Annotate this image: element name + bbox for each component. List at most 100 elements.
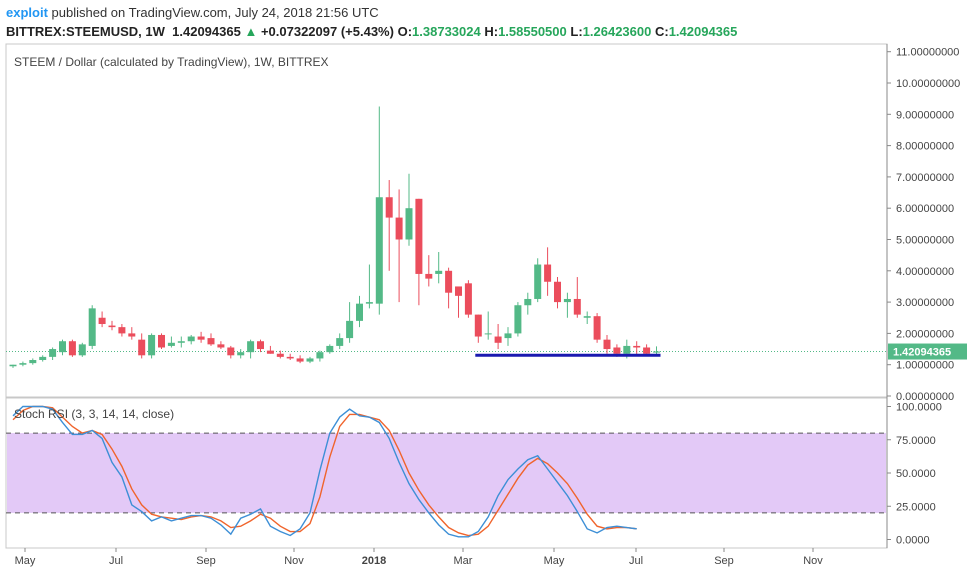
low-label: L: [570, 24, 583, 39]
candle-body [167, 342, 175, 346]
last-price-tag-label: 1.42094365 [893, 347, 951, 359]
price-tick-label: 4.00000000 [896, 266, 954, 278]
time-tick-label: Nov [284, 555, 304, 567]
candle-body [385, 197, 393, 218]
symbol-label: BITTREX:STEEMUSD, 1W [6, 24, 165, 39]
stoch-tick-label: 25.0000 [896, 501, 936, 513]
candle-body [395, 217, 403, 240]
stoch-d-line [12, 405, 637, 537]
open-value: 1.38733024 [412, 24, 481, 39]
price-chart-title: STEEM / Dollar (calculated by TradingVie… [14, 55, 329, 69]
open-label: O: [397, 24, 413, 39]
candle-body [39, 356, 47, 361]
candle-body [306, 358, 314, 362]
candle-body [603, 339, 611, 350]
time-tick-label: May [544, 555, 565, 567]
candle-body [138, 339, 146, 356]
time-tick-label: Sep [196, 555, 216, 567]
candle-body [237, 352, 245, 356]
candle-body [9, 364, 17, 367]
candle-body [158, 334, 165, 348]
stoch-tick-label: 100.0000 [896, 402, 942, 414]
candle-body [563, 298, 571, 303]
candle-body [29, 360, 37, 364]
time-tick-label: Sep [714, 555, 734, 567]
time-tick-label: Mar [454, 555, 473, 567]
candle-body [217, 344, 225, 348]
stoch-chart-title: Stoch RSI (3, 3, 14, 14, close) [14, 407, 174, 421]
candle-body [504, 333, 512, 339]
stoch-tick-label: 50.0000 [896, 468, 936, 480]
price-tick-label: 8.00000000 [896, 141, 954, 153]
time-tick-label: May [15, 555, 36, 567]
candle-body [573, 298, 581, 315]
high-label: H: [484, 24, 499, 39]
candle-body [59, 341, 66, 353]
candle-body [88, 308, 96, 346]
candle-body [494, 336, 502, 343]
close-label: C: [654, 24, 669, 39]
time-tick-label: Jul [109, 555, 123, 567]
candle-body [356, 303, 363, 321]
candle-body [187, 336, 195, 342]
candle-body [276, 353, 284, 357]
candle-body [148, 334, 156, 356]
price-tick-label: 1.00000000 [896, 360, 954, 372]
candle-body [643, 347, 651, 354]
price-tick-label: 7.00000000 [896, 172, 954, 184]
candle-body [286, 356, 294, 359]
author-link[interactable]: exploit [6, 5, 48, 20]
candle-body [445, 270, 453, 293]
candle-body [227, 347, 235, 356]
close-value: 1.42094365 [668, 24, 738, 39]
stoch-tick-label: 0.0000 [896, 535, 930, 547]
candle-body [484, 333, 492, 335]
price-tick-label: 3.00000000 [896, 297, 954, 309]
candle-body [98, 317, 106, 325]
candle-body [613, 347, 621, 354]
price-change: +0.07322097 (+5.43%) [260, 24, 394, 39]
candle-body [544, 264, 552, 282]
candle-body [266, 350, 274, 354]
candle-body [524, 298, 532, 306]
candle-body [633, 345, 641, 348]
candle-body [455, 286, 462, 296]
candle-body [435, 270, 443, 274]
stoch-tick-label: 75.0000 [896, 435, 936, 447]
candle-body [316, 352, 324, 359]
candle-body [405, 208, 413, 240]
price-tick-label: 11.00000000 [896, 47, 959, 59]
candle-body [336, 338, 344, 346]
time-tick-label: Nov [803, 555, 823, 567]
candle-body [19, 363, 27, 365]
candle-body [593, 316, 601, 340]
candle-body [247, 341, 255, 353]
last-price-tag [888, 343, 967, 360]
symbol-line: BITTREX:STEEMUSD, 1W 1.42094365 ▲ +0.073… [6, 24, 737, 39]
price-tick-label: 5.00000000 [896, 235, 954, 247]
candle-body [257, 341, 264, 350]
candle-body [128, 333, 136, 337]
candle-body [583, 316, 591, 318]
candle-body [554, 281, 561, 303]
candle-body [68, 341, 76, 356]
publish-line: exploit published on TradingView.com, Ju… [6, 5, 379, 20]
candle-body [207, 338, 215, 345]
candle-body [623, 345, 631, 354]
time-tick-label: 2018 [362, 555, 386, 567]
published-text: published on TradingView.com, July 24, 2… [51, 5, 379, 20]
candle-body [425, 273, 433, 279]
high-value: 1.58550500 [498, 24, 567, 39]
candle-body [326, 345, 334, 353]
candle-body [296, 358, 304, 362]
candle-body [78, 344, 86, 356]
candle-body [346, 320, 354, 339]
candle-body [177, 341, 185, 343]
candle-body [108, 325, 116, 328]
price-tick-label: 2.00000000 [896, 328, 954, 340]
low-value: 1.26423600 [582, 24, 652, 39]
up-arrow-icon: ▲ [244, 24, 258, 39]
chart-header: exploit published on TradingView.com, Ju… [0, 0, 969, 44]
candle-body [653, 351, 660, 353]
